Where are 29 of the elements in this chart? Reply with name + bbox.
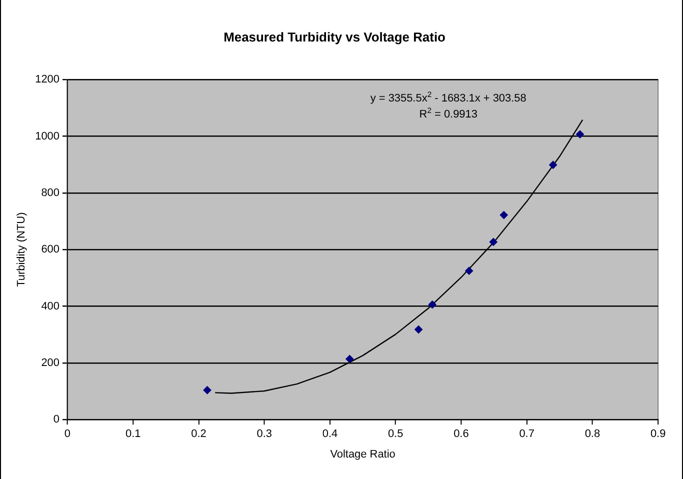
y-axis-title: Turbidity (NTU) [16,212,28,287]
chart-title: Measured Turbidity vs Voltage Ratio [224,29,446,44]
x-tick-label: 0.4 [322,428,338,440]
point [489,238,498,246]
y-tick-label: 0 [53,414,60,426]
x-tick-label: 0.7 [519,428,534,440]
point [576,130,584,138]
point [500,211,508,220]
point [549,160,558,169]
x-axis-title: Voltage Ratio [330,448,396,460]
point [346,354,354,363]
x-tick-label: 0.5 [388,428,404,440]
point [414,326,423,334]
x-tick-label: 0.1 [125,428,141,440]
x-tick-label: 0.3 [256,428,272,440]
x-tick-label: 0.9 [650,428,666,440]
x-tick-label: 0.6 [454,428,469,440]
y-tick-label: 600 [41,244,60,256]
x-tick-label: 0.2 [191,428,206,440]
y-tick-label: 1200 [35,74,60,86]
point [465,266,474,275]
point [203,386,212,394]
y-tick-label: 1000 [35,130,60,142]
x-tick-label: 0 [64,428,71,440]
x-tick-label: 0.8 [584,428,600,440]
point [428,300,436,309]
y-tick-label: 800 [41,186,60,199]
y-tick-label: 400 [41,300,60,312]
y-tick-label: 200 [41,356,60,369]
